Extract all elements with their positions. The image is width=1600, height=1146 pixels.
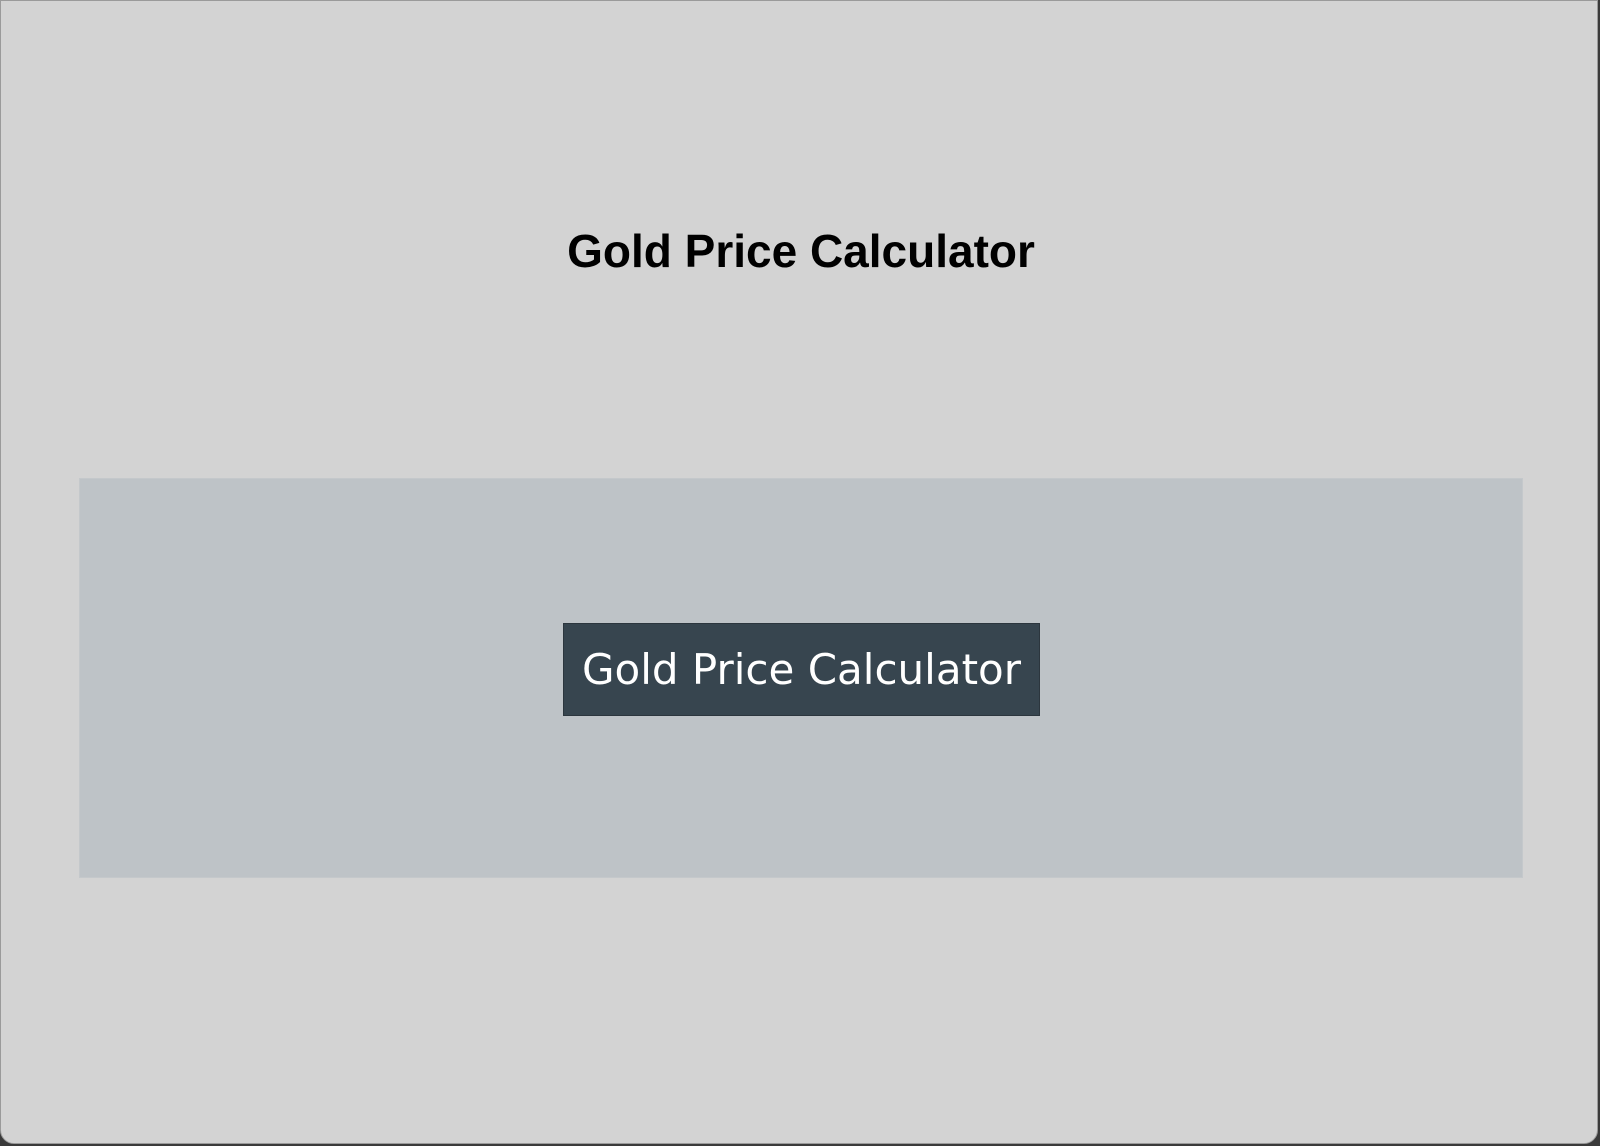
gold-price-calculator-button[interactable]: Gold Price Calculator [563,623,1040,716]
page-title: Gold Price Calculator [567,225,1035,277]
main-panel: Gold Price Calculator [79,478,1523,878]
